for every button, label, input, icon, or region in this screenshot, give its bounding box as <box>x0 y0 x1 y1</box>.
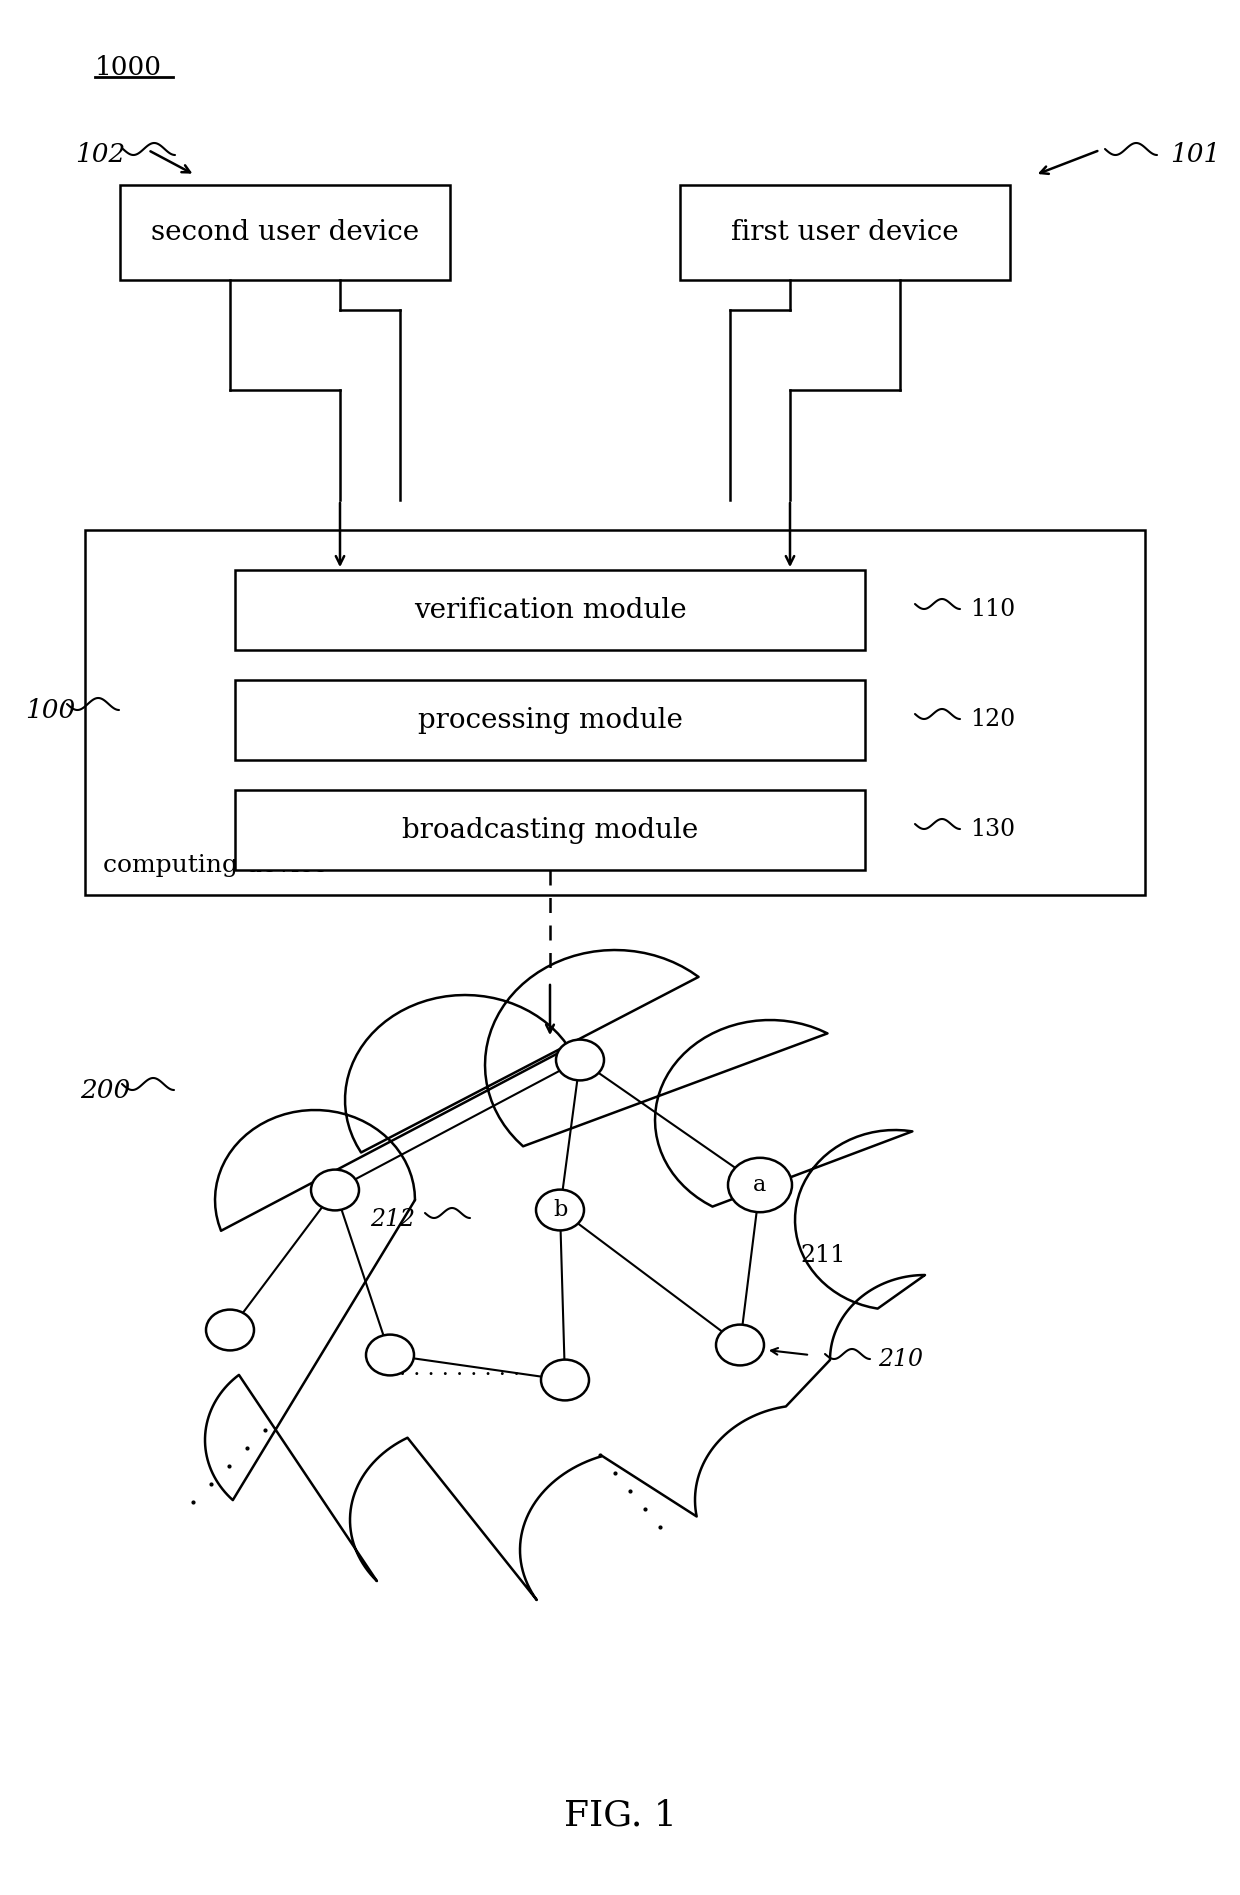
Text: first user device: first user device <box>732 220 959 246</box>
Text: b: b <box>553 1200 567 1220</box>
Ellipse shape <box>715 1325 764 1366</box>
Ellipse shape <box>728 1158 792 1213</box>
Text: · · · · · · · · ·: · · · · · · · · · <box>399 1364 521 1385</box>
Text: second user device: second user device <box>151 220 419 246</box>
Ellipse shape <box>206 1309 254 1351</box>
FancyBboxPatch shape <box>680 186 1011 280</box>
Text: 130: 130 <box>970 819 1016 841</box>
Ellipse shape <box>556 1040 604 1080</box>
FancyBboxPatch shape <box>236 790 866 870</box>
Text: 101: 101 <box>1171 142 1220 167</box>
Text: 212: 212 <box>370 1209 415 1232</box>
Text: 110: 110 <box>970 599 1016 622</box>
Text: 100: 100 <box>25 697 76 722</box>
Text: FIG. 1: FIG. 1 <box>563 1798 677 1832</box>
Text: 211: 211 <box>800 1243 846 1266</box>
Text: 200: 200 <box>81 1078 130 1103</box>
Ellipse shape <box>536 1190 584 1230</box>
Ellipse shape <box>311 1169 360 1211</box>
FancyBboxPatch shape <box>236 570 866 650</box>
Text: computing device: computing device <box>103 855 327 877</box>
Text: a: a <box>754 1175 766 1196</box>
Text: 1000: 1000 <box>95 55 162 80</box>
FancyBboxPatch shape <box>86 531 1145 894</box>
FancyBboxPatch shape <box>236 680 866 760</box>
Text: 210: 210 <box>878 1349 923 1372</box>
Text: processing module: processing module <box>418 707 682 733</box>
Ellipse shape <box>366 1334 414 1376</box>
Text: broadcasting module: broadcasting module <box>402 817 698 843</box>
Text: verification module: verification module <box>414 597 686 623</box>
Text: 120: 120 <box>970 709 1016 731</box>
Ellipse shape <box>541 1359 589 1400</box>
FancyBboxPatch shape <box>120 186 450 280</box>
Text: 102: 102 <box>74 142 125 167</box>
